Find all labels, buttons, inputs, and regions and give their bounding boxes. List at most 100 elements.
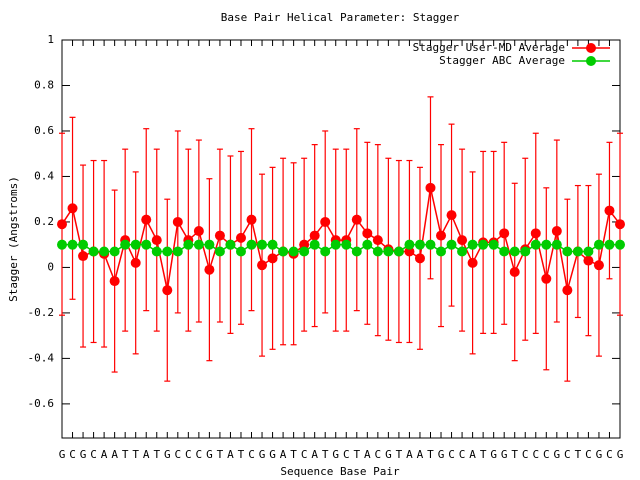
point bbox=[404, 239, 415, 250]
x-tick-label: G bbox=[206, 448, 213, 461]
point bbox=[478, 239, 489, 250]
point bbox=[130, 257, 141, 268]
point bbox=[467, 257, 478, 268]
x-tick-label: T bbox=[353, 448, 360, 461]
x-tick-label: T bbox=[153, 448, 160, 461]
point bbox=[162, 285, 173, 296]
point bbox=[183, 239, 194, 250]
legend-swatch bbox=[586, 43, 596, 53]
point bbox=[141, 214, 152, 225]
x-tick-label: C bbox=[248, 448, 255, 461]
point bbox=[193, 226, 204, 237]
x-tick-label: A bbox=[280, 448, 287, 461]
point bbox=[530, 239, 541, 250]
point bbox=[309, 230, 320, 241]
y-tick-label: 0.2 bbox=[34, 215, 54, 228]
point bbox=[593, 260, 604, 271]
x-tick-label: C bbox=[459, 448, 466, 461]
point bbox=[362, 228, 373, 239]
x-tick-label: T bbox=[480, 448, 487, 461]
y-tick-label: -0.6 bbox=[28, 397, 55, 410]
point bbox=[299, 246, 310, 257]
point bbox=[414, 253, 425, 264]
point bbox=[235, 232, 246, 243]
point bbox=[615, 239, 625, 250]
x-tick-label: A bbox=[143, 448, 150, 461]
x-tick-label: A bbox=[406, 448, 413, 461]
x-tick-label: G bbox=[617, 448, 624, 461]
x-tick-label: G bbox=[59, 448, 66, 461]
y-tick-label: -0.4 bbox=[28, 351, 55, 364]
point bbox=[78, 239, 89, 250]
x-tick-label: T bbox=[322, 448, 329, 461]
point bbox=[267, 239, 278, 250]
x-tick-label: G bbox=[385, 448, 392, 461]
y-tick-label: 0.4 bbox=[34, 169, 54, 182]
point bbox=[520, 246, 531, 257]
point bbox=[320, 246, 331, 257]
x-tick-label: C bbox=[69, 448, 76, 461]
x-tick-label: G bbox=[332, 448, 339, 461]
point bbox=[425, 182, 436, 193]
point bbox=[372, 235, 383, 246]
point bbox=[509, 266, 520, 277]
point bbox=[583, 246, 594, 257]
point bbox=[204, 264, 215, 275]
point bbox=[509, 246, 520, 257]
point bbox=[467, 239, 478, 250]
x-tick-label: T bbox=[217, 448, 224, 461]
x-tick-label: C bbox=[532, 448, 539, 461]
point bbox=[583, 255, 594, 266]
point bbox=[615, 219, 625, 230]
point bbox=[257, 239, 268, 250]
point bbox=[446, 239, 457, 250]
x-tick-label: A bbox=[311, 448, 318, 461]
x-tick-label: C bbox=[301, 448, 308, 461]
y-tick-label: 0 bbox=[47, 260, 54, 273]
x-axis-label: Sequence Base Pair bbox=[280, 465, 400, 478]
x-tick-label: T bbox=[511, 448, 518, 461]
point bbox=[541, 273, 552, 284]
point bbox=[604, 239, 615, 250]
x-tick-label: C bbox=[90, 448, 97, 461]
point bbox=[330, 239, 341, 250]
point bbox=[414, 239, 425, 250]
legend-label: Stagger User-MD Average bbox=[413, 41, 565, 54]
x-tick-label: A bbox=[469, 448, 476, 461]
x-tick-label: A bbox=[111, 448, 118, 461]
point bbox=[130, 239, 141, 250]
point bbox=[309, 239, 320, 250]
x-tick-label: G bbox=[596, 448, 603, 461]
point bbox=[99, 246, 110, 257]
x-tick-label: T bbox=[238, 448, 245, 461]
point bbox=[88, 246, 99, 257]
x-tick-label: G bbox=[490, 448, 497, 461]
point bbox=[372, 246, 383, 257]
x-tick-label: A bbox=[227, 448, 234, 461]
legend-swatch bbox=[586, 56, 596, 66]
point bbox=[425, 239, 436, 250]
point bbox=[151, 235, 162, 246]
x-tick-label: T bbox=[427, 448, 434, 461]
y-axis-label: Stagger (Angstroms) bbox=[7, 176, 20, 302]
point bbox=[193, 239, 204, 250]
legend-label: Stagger ABC Average bbox=[439, 54, 565, 67]
point bbox=[109, 276, 120, 287]
point bbox=[383, 246, 394, 257]
point bbox=[341, 239, 352, 250]
point bbox=[288, 246, 299, 257]
point bbox=[214, 230, 225, 241]
point bbox=[488, 239, 499, 250]
point bbox=[499, 246, 510, 257]
x-tick-label: C bbox=[606, 448, 613, 461]
point bbox=[278, 246, 289, 257]
point bbox=[246, 214, 257, 225]
point bbox=[562, 285, 573, 296]
y-tick-label: 0.8 bbox=[34, 78, 54, 91]
y-tick-label: 0.6 bbox=[34, 124, 54, 137]
point bbox=[225, 239, 236, 250]
point bbox=[572, 246, 583, 257]
x-tick-label: T bbox=[290, 448, 297, 461]
point bbox=[541, 239, 552, 250]
y-tick-label: -0.2 bbox=[28, 306, 55, 319]
